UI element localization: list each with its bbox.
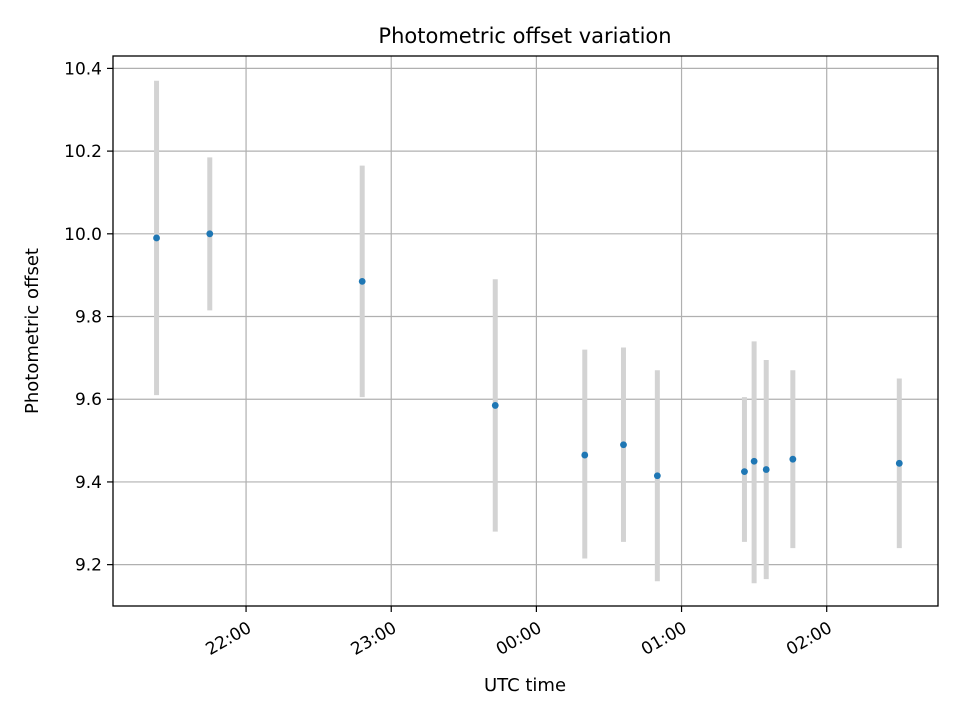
grid-layer	[113, 56, 938, 606]
y-tick-label: 10.4	[64, 59, 102, 79]
data-point	[653, 472, 661, 480]
plot-frame	[112, 55, 939, 607]
y-axis-label: Photometric offset	[22, 248, 43, 414]
data-point	[491, 402, 499, 409]
chart-title: Photometric offset variation	[378, 24, 671, 48]
data-point	[358, 277, 366, 285]
data-point	[620, 441, 627, 449]
y-tick-label: 9.4	[75, 473, 102, 493]
y-tick-label: 9.6	[75, 390, 102, 410]
y-tick-label: 9.2	[75, 556, 102, 576]
data-point	[750, 457, 758, 465]
data-point	[581, 451, 589, 459]
data-point	[762, 466, 770, 473]
data-point	[153, 234, 160, 242]
data-point	[741, 468, 748, 476]
data-point	[895, 459, 903, 467]
x-axis-label: UTC time	[484, 675, 566, 696]
y-tick-label: 10.2	[64, 142, 102, 162]
y-tick-label: 9.8	[75, 308, 102, 328]
y-tick-label: 10.0	[64, 225, 102, 245]
data-point	[206, 230, 214, 238]
data-point	[789, 455, 797, 463]
point-layer	[153, 230, 903, 480]
